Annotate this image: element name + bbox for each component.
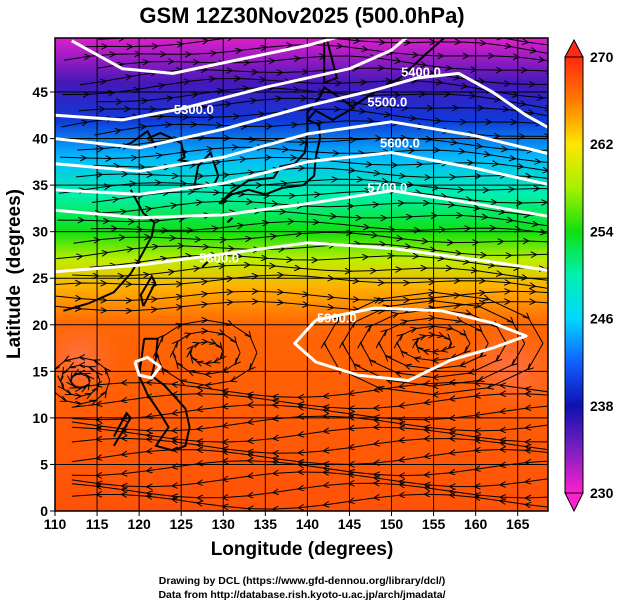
contour-label: 5900.0 (317, 310, 357, 325)
x-tick-label: 120 (127, 516, 151, 532)
colorbar-body (564, 56, 584, 494)
x-tick-label: 150 (380, 516, 404, 532)
contour-label: 5500.0 (367, 94, 407, 109)
contour-label: 5300.0 (174, 102, 214, 117)
height-contours: 5300.0 5400.0 5500.0 5600.0 5700.0 5800.0 5900… (55, 38, 548, 383)
streamline (58, 181, 312, 194)
streamline (90, 221, 344, 230)
y-tick-label: 10 (32, 410, 48, 426)
x-tick-label: 110 (44, 516, 67, 532)
y-tick-label: 45 (32, 84, 48, 100)
contour-line-5400 (55, 71, 548, 150)
contour-line-5700 (55, 189, 548, 220)
streamline (343, 225, 548, 240)
contour-line-5200 (71, 38, 340, 75)
chart-title: GSM 12Z30Nov2025 (500.0hPa) (139, 3, 464, 28)
contour-line-5500 (55, 120, 548, 173)
colorbar-tick-label: 254 (590, 223, 614, 239)
colorbar-tick-label: 230 (590, 485, 614, 501)
contour-line-5900 (293, 306, 528, 383)
colorbar-max-arrow (564, 38, 584, 58)
plot-area: 5300.0 5400.0 5500.0 5600.0 5700.0 5800.0 5900… (55, 38, 548, 511)
contour-line-5600 (55, 151, 548, 196)
x-tick-label: 155 (422, 516, 446, 532)
x-axis-title: Longitude (degrees) (211, 539, 394, 560)
contour-label: 5800.0 (199, 251, 239, 266)
x-tick-label: 135 (254, 516, 278, 532)
contour-line-5900 (133, 355, 162, 380)
x-tick-label: 130 (212, 516, 236, 532)
y-tick-label: 0 (40, 503, 48, 519)
contour-line-5800 (55, 241, 548, 274)
y-axis-ticks: 0 5 10 15 20 25 30 35 40 45 (32, 84, 55, 519)
y-tick-label: 40 (32, 131, 48, 147)
colorbar-tick-label: 270 (590, 49, 614, 65)
footer-credit-data: Data from http://database.rish.kyoto-u.a… (158, 589, 445, 601)
contour-label: 5600.0 (380, 135, 420, 150)
y-tick-label: 20 (32, 317, 48, 333)
y-tick-label: 25 (32, 270, 48, 286)
contour-label: 5400.0 (401, 65, 441, 80)
streamline (73, 232, 326, 244)
x-tick-label: 115 (86, 516, 109, 532)
footer-credit-dcl: Drawing by DCL (https://www.gfd-dennou.o… (159, 575, 445, 587)
colorbar-tick-label: 238 (590, 398, 614, 414)
y-tick-label: 30 (32, 224, 48, 240)
streamline (79, 70, 333, 86)
plot-frame (54, 37, 549, 512)
x-tick-label: 125 (170, 516, 194, 532)
colorbar-tick-label: 262 (590, 136, 614, 152)
colorbar: 270 262 254 246 238 230 (564, 38, 614, 513)
y-tick-label: 5 (40, 456, 48, 472)
x-tick-label: 145 (338, 516, 362, 532)
y-tick-label: 35 (32, 177, 48, 193)
colorbar-min-arrow (564, 492, 584, 513)
y-tick-label: 15 (32, 363, 48, 379)
streamline (71, 383, 548, 398)
x-tick-label: 160 (464, 516, 488, 532)
y-axis-title: Latitude (degrees) (4, 189, 25, 359)
colorbar-tick-label: 246 (590, 311, 614, 327)
contour-label: 5700.0 (367, 180, 407, 195)
x-tick-label: 165 (506, 516, 530, 532)
x-axis-ticks: 110 115 120 125 130 135 140 145 150 155 160 165 (44, 511, 530, 532)
x-tick-label: 140 (296, 516, 320, 532)
contour-line-5300 (55, 38, 409, 122)
